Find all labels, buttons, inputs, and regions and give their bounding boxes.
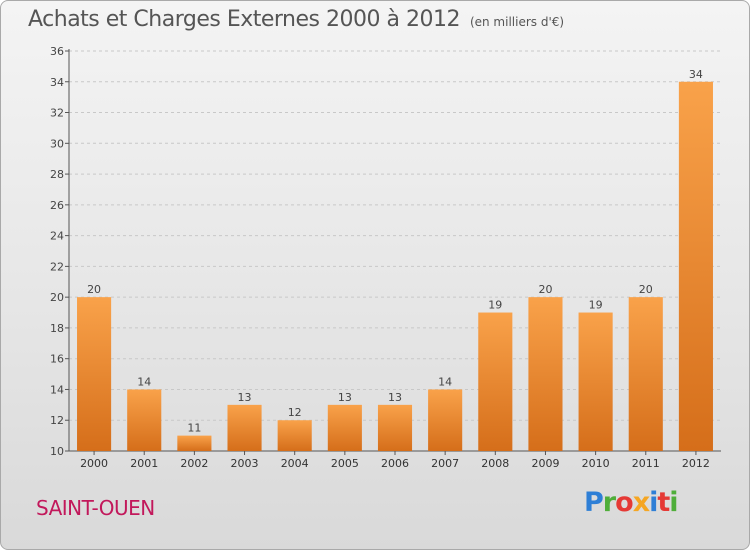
x-tick-label: 2012: [682, 457, 710, 470]
logo-letter: i: [649, 487, 658, 518]
x-tick-label: 2010: [582, 457, 610, 470]
logo-letter: r: [602, 487, 616, 518]
logo-letter: P: [584, 487, 604, 518]
bar-value-label: 13: [238, 391, 252, 404]
y-tick-label: 18: [50, 322, 64, 335]
x-tick-label: 2007: [431, 457, 459, 470]
bar: [578, 312, 613, 451]
bar: [428, 389, 463, 451]
x-tick-label: 2000: [80, 457, 108, 470]
y-tick-label: 26: [50, 199, 64, 212]
bar: [327, 404, 362, 451]
bar-value-label: 11: [187, 422, 201, 435]
bar: [678, 81, 713, 452]
y-tick-label: 16: [50, 353, 64, 366]
bar-value-label: 19: [589, 299, 603, 312]
bar-value-label: 20: [87, 283, 101, 296]
x-tick-label: 2004: [281, 457, 309, 470]
bar-value-label: 20: [639, 283, 653, 296]
y-tick-label: 36: [50, 45, 64, 58]
chart-title-text: Achats et Charges Externes 2000 à 2012: [28, 7, 460, 32]
y-tick-label: 12: [50, 414, 64, 427]
bar-value-label: 13: [388, 391, 402, 404]
y-tick-label: 30: [50, 137, 64, 150]
bar: [277, 420, 312, 451]
bar: [628, 297, 663, 451]
chart-unit: (en milliers d'€): [469, 15, 565, 29]
bar: [227, 404, 262, 451]
bar: [127, 389, 162, 451]
x-tick-label: 2011: [632, 457, 660, 470]
city-name: SAINT-OUEN: [36, 496, 155, 520]
y-tick-label: 22: [50, 260, 64, 273]
logo-letter: x: [632, 487, 650, 518]
bar: [478, 312, 513, 451]
x-tick-label: 2005: [331, 457, 359, 470]
x-tick-label: 2002: [180, 457, 208, 470]
y-tick-label: 28: [50, 168, 64, 181]
x-tick-label: 2009: [531, 457, 559, 470]
bar-value-label: 12: [288, 406, 302, 419]
y-tick-label: 14: [50, 383, 64, 396]
logo-letter: i: [669, 487, 678, 518]
bar-value-label: 19: [488, 299, 502, 312]
bar-value-label: 13: [338, 391, 352, 404]
y-tick-label: 24: [50, 230, 64, 243]
chart-title: Achats et Charges Externes 2000 à 2012 (e…: [28, 7, 564, 32]
bar-value-label: 20: [538, 283, 552, 296]
x-tick-label: 2003: [231, 457, 259, 470]
x-tick-label: 2008: [481, 457, 509, 470]
y-tick-label: 10: [50, 445, 64, 458]
bar-value-label: 14: [137, 375, 151, 388]
bar: [77, 297, 112, 451]
x-tick-label: 2006: [381, 457, 409, 470]
bar: [528, 297, 563, 451]
x-tick-label: 2001: [130, 457, 158, 470]
y-tick-label: 32: [50, 107, 64, 120]
y-tick-label: 34: [50, 76, 64, 89]
y-tick-label: 20: [50, 291, 64, 304]
bar: [177, 435, 212, 451]
bar: [377, 404, 413, 451]
bar-value-label: 34: [689, 68, 703, 81]
logo-letter: o: [615, 487, 634, 518]
logo-letter: t: [657, 487, 670, 518]
proxiti-logo: Proxiti: [584, 487, 679, 518]
bar-value-label: 14: [438, 375, 452, 388]
